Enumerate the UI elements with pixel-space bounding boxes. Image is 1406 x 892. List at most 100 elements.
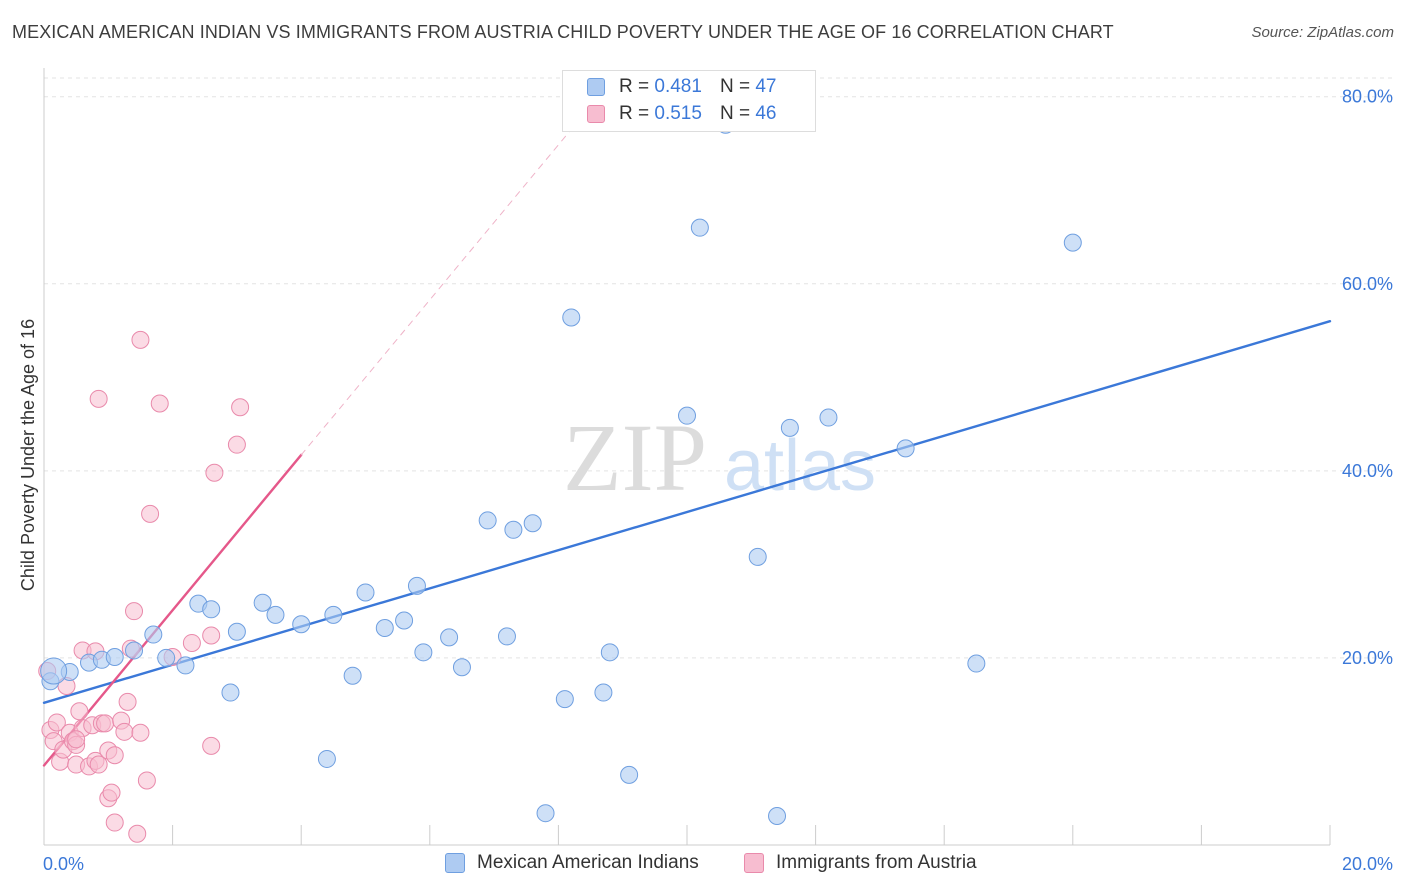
point-pink-19 [89, 755, 108, 774]
gridlines [44, 77, 1392, 659]
point-pink-31 [125, 602, 144, 621]
source-label: Source: ZipAtlas.com [1251, 24, 1394, 41]
point-blue-31 [555, 690, 574, 709]
point-blue-6 [144, 625, 163, 644]
point-pink-25 [105, 746, 124, 765]
point-pink-35 [137, 771, 156, 790]
point-blue-45 [1063, 233, 1082, 252]
point-blue-26 [478, 511, 497, 530]
y-tick-label-40: 40.0% [1342, 461, 1393, 481]
y-axis-label: Child Poverty Under the Age of 16 [18, 319, 38, 591]
point-blue-10 [202, 600, 221, 619]
trendline-blue [42, 319, 1332, 705]
stats-r-pink: 0.515 [654, 103, 702, 124]
point-pink-32 [128, 824, 147, 843]
point-pink-37 [150, 394, 169, 413]
stats-row-pink: R = 0.515 N = 46 [587, 103, 776, 125]
point-blue-8 [176, 656, 195, 675]
point-blue-5 [125, 641, 144, 660]
point-blue-14 [266, 605, 285, 624]
point-pink-26 [105, 813, 124, 832]
point-pink-39 [182, 633, 201, 652]
point-blue-18 [343, 666, 362, 685]
tick-labels: 20.0% 40.0% 60.0% 80.0% 0.0% 20.0% [43, 87, 1393, 874]
point-blue-34 [600, 643, 619, 662]
point-pink-36 [141, 504, 160, 523]
axes [43, 68, 1331, 846]
series-mexican-american-indians [40, 115, 1082, 826]
point-blue-40 [768, 807, 787, 826]
y-tick-label-60: 60.0% [1342, 274, 1393, 294]
point-blue-20 [375, 618, 394, 637]
stats-row-blue: R = 0.481 N = 47 [587, 76, 776, 98]
point-pink-11 [70, 702, 89, 721]
chart-title: MEXICAN AMERICAN INDIAN VS IMMIGRANTS FR… [12, 22, 1114, 42]
point-pink-43 [227, 435, 246, 454]
point-blue-7 [157, 648, 176, 667]
point-blue-23 [414, 643, 433, 662]
point-blue-16 [317, 749, 336, 768]
x-tick-label-max: 20.0% [1342, 854, 1393, 874]
point-pink-29 [118, 692, 137, 711]
stats-box: R = 0.481 N = 47 R = 0.515 N = 46 [562, 70, 816, 132]
point-blue-28 [504, 520, 523, 539]
point-blue-35 [620, 765, 639, 784]
point-pink-45 [67, 730, 86, 749]
legend-item-blue: Mexican American Indians [445, 852, 699, 874]
point-pink-21 [96, 714, 115, 733]
point-pink-42 [205, 463, 224, 482]
point-blue-19 [356, 583, 375, 602]
point-blue-43 [896, 439, 915, 458]
point-blue-21 [395, 611, 414, 630]
point-blue-17 [324, 605, 343, 624]
point-blue-39 [748, 547, 767, 566]
stats-n-label-blue: N = [719, 76, 751, 97]
point-pink-41 [202, 736, 221, 755]
point-pink-33 [131, 723, 150, 742]
point-blue-11 [221, 683, 240, 702]
stats-swatch-blue [587, 78, 605, 96]
point-pink-18 [89, 389, 108, 408]
stats-swatch-pink [587, 105, 605, 123]
point-blue-4 [105, 647, 124, 666]
point-blue-15 [292, 615, 311, 634]
point-blue-46 [40, 657, 68, 685]
point-blue-33 [594, 683, 613, 702]
point-blue-12 [227, 622, 246, 641]
point-pink-40 [202, 626, 221, 645]
point-blue-42 [819, 408, 838, 427]
point-blue-41 [780, 418, 799, 437]
point-blue-36 [678, 406, 696, 425]
point-blue-27 [497, 627, 516, 646]
point-blue-22 [407, 576, 426, 595]
legend-label-blue: Mexican American Indians [477, 852, 699, 873]
legend-label-pink: Immigrants from Austria [776, 852, 977, 873]
point-blue-25 [452, 658, 471, 677]
point-blue-30 [536, 804, 555, 823]
y-tick-label-20: 20.0% [1342, 648, 1393, 668]
point-blue-32 [562, 308, 581, 327]
stats-n-blue: 47 [755, 76, 777, 97]
point-blue-29 [523, 514, 542, 533]
point-pink-44 [231, 398, 250, 417]
point-blue-13 [253, 593, 272, 612]
watermark: ZIP atlas [563, 404, 876, 511]
stats-r-blue: 0.481 [654, 76, 702, 97]
point-pink-24 [102, 783, 121, 802]
x-tick-label-min: 0.0% [43, 854, 84, 874]
stats-n-label-pink: N = [719, 103, 751, 124]
y-tick-label-80: 80.0% [1342, 87, 1393, 107]
point-pink-34 [131, 330, 150, 349]
point-blue-37 [690, 218, 709, 237]
point-pink-28 [115, 722, 134, 741]
point-blue-44 [967, 654, 986, 673]
legend-swatch-pink [744, 853, 764, 873]
point-pink-3 [47, 713, 66, 732]
stats-r-label-blue: R = [619, 76, 650, 97]
legend-swatch-blue [445, 853, 465, 873]
point-blue-24 [440, 628, 459, 647]
stats-n-pink: 46 [755, 103, 777, 124]
series-immigrants-from-austria [38, 330, 250, 843]
trendline-pink-extension [300, 105, 592, 456]
